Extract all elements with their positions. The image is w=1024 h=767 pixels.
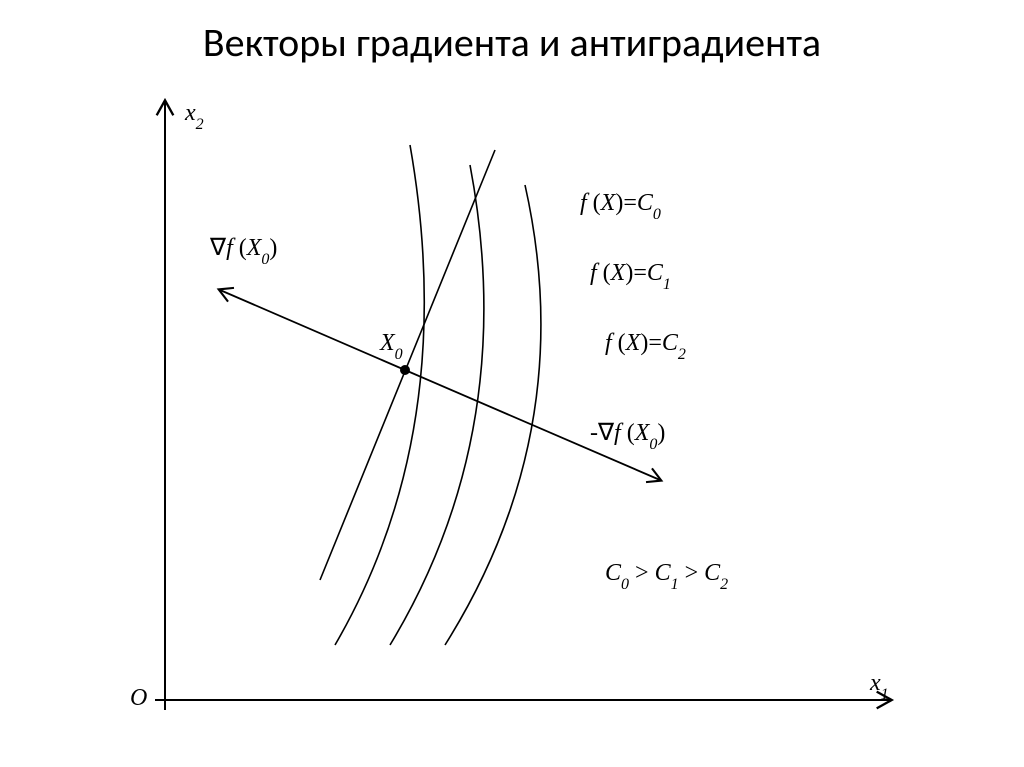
gradient-label: ∇f (X0) [209,235,277,268]
inequality-label: C0 > C1 > C2 [605,560,728,593]
point-x0 [400,365,410,375]
level-curve-c2 [445,185,541,645]
tangent-line [320,150,495,580]
gradient-vector [220,290,405,370]
axes: O x1 x2 [130,100,890,711]
level-curve-c0 [335,145,424,645]
gradient-diagram: O x1 x2 X0 [100,90,920,730]
origin-label: O [130,685,147,711]
y-axis-label: x2 [184,100,204,133]
level-curve-c1 [390,165,484,645]
slide-title: Векторы градиента и антиградиента [0,18,1024,67]
slide: Векторы градиента и антиградиента O x1 [0,0,1024,767]
point-x0-label: X0 [379,330,403,363]
level-label-c2: f (X)=C2 [605,330,686,363]
antigradient-label: -∇f (X0) [590,420,665,453]
x-axis-label: x1 [869,670,889,703]
level-label-c0: f (X)=C0 [580,190,661,223]
level-label-c1: f (X)=C1 [590,260,671,293]
